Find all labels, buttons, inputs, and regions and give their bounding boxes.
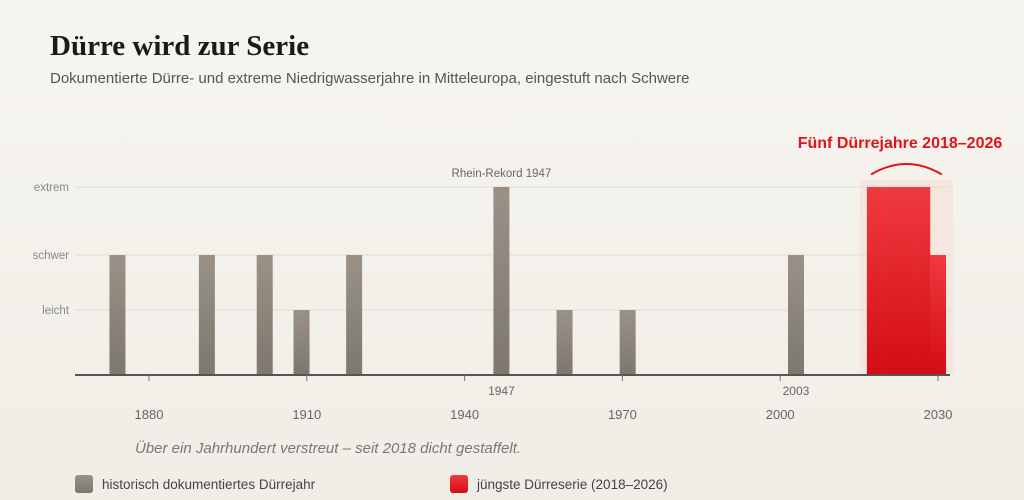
bar-recent-2027 [914,187,931,375]
legend-item-historic: historisch dokumentiertes Dürrejahr [75,475,315,493]
bar-historic-1959 [556,310,573,375]
bar-historic-1919 [346,255,363,375]
gridline-layer: leicht schwer extrem [33,182,950,317]
x-tick-label-1880: 1880 [135,407,164,422]
bar-recent-2018 [866,187,883,375]
label-layer: Rhein-Rekord 1947 1947 2003 Fünf Dürrejahre… [452,135,1003,398]
legend-swatch-recent [450,475,468,493]
annotation-year-1947: 1947 [488,384,515,398]
annotation-highlight-brace [870,163,942,175]
bar-historic-1971 [619,310,636,375]
axis-layer: 1880 1910 1940 1970 2000 2030 [75,374,953,422]
legend-swatch-historic [75,475,93,493]
y-tick-label-leicht: leicht [42,305,70,317]
x-tick-label-1970: 1970 [608,407,637,422]
bar-historic-1909 [293,310,310,375]
annotation-highlight-title: Fünf Dürrejahre 2018–2026 [798,135,1003,152]
bar-layer [109,187,946,375]
annotation-year-2003: 2003 [783,384,810,398]
y-tick-label-schwer: schwer [33,250,70,262]
bar-historic-1902 [256,255,273,375]
bar-recent-2024 [898,187,915,375]
x-tick-label-2030: 2030 [924,407,953,422]
chart-caption: Über ein Jahrhundert verstreut – seit 20… [135,440,522,457]
bar-recent-2021 [882,187,899,375]
bar-historic-1891 [198,255,215,375]
bar-recent-2030 [930,255,946,375]
annotation-rhein-rekord: Rhein-Rekord 1947 [452,168,552,180]
chart-subtitle: Dokumentierte Dürre- und extreme Niedrig… [50,70,690,87]
bar-historic-2003 [787,255,804,375]
bar-historic-1947 [493,187,510,375]
x-tick-label-1910: 1910 [292,407,321,422]
x-tick-label-2000: 2000 [766,407,795,422]
chart-title: Dürre wird zur Serie [50,30,310,62]
x-tick-label-1940: 1940 [450,407,479,422]
bar-historic-1874 [109,255,126,375]
legend-label-historic: historisch dokumentiertes Dürrejahr [102,476,316,492]
legend-item-recent: jüngste Dürreserie (2018–2026) [450,475,668,493]
legend-label-recent: jüngste Dürreserie (2018–2026) [477,476,668,492]
y-tick-label-extrem: extrem [34,182,69,194]
